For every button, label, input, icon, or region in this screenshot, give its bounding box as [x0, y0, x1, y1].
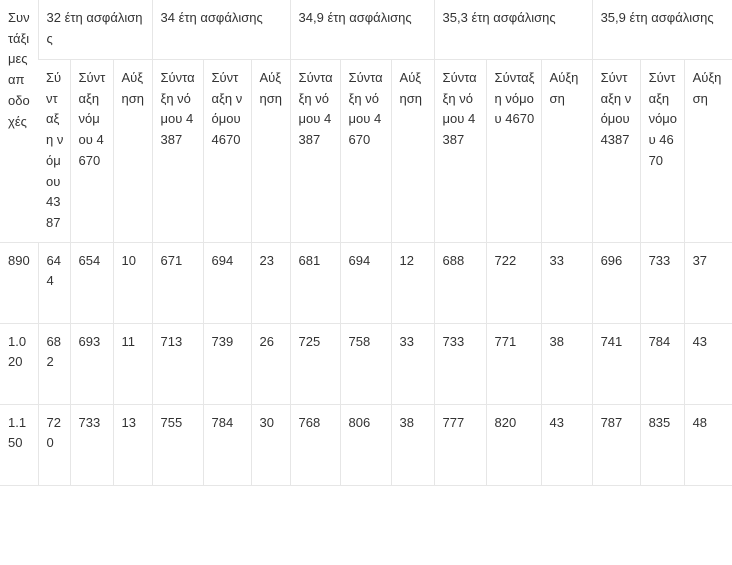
value-cell: 671 — [151, 242, 204, 324]
value-cell: 720 — [37, 404, 70, 486]
value-cell: 10 — [112, 242, 153, 324]
group-header: 35,9 έτη ασφάλισης — [591, 0, 732, 60]
value-cell: 681 — [289, 242, 341, 324]
value-cell: 696 — [591, 242, 641, 324]
column-header: Σύνταξη νόμου 4387 — [289, 59, 341, 243]
value-cell: 26 — [250, 323, 291, 405]
column-header: Σύνταξη νόμου 4670 — [339, 59, 392, 243]
column-header: Σύνταξη νόμου 4670 — [202, 59, 252, 243]
column-header: Σύνταξη νόμου 4670 — [69, 59, 113, 243]
value-cell: 43 — [540, 404, 593, 486]
column-header: Σύνταξη νόμου 4387 — [38, 59, 70, 243]
sub-header-row: Σύνταξη νόμου 4387 Σύνταξη νόμου 4670 Αύξη… — [0, 59, 732, 243]
group-header: 34 έτη ασφάλισης — [151, 0, 291, 60]
value-cell: 43 — [683, 323, 732, 405]
column-header: Σύνταξη νόμου 4387 — [591, 59, 641, 243]
value-cell: 654 — [69, 242, 113, 324]
value-cell: 23 — [250, 242, 291, 324]
value-cell: 713 — [151, 323, 204, 405]
value-cell: 733 — [69, 404, 113, 486]
group-header: 32 έτη ασφάλισης — [37, 0, 153, 60]
column-header: Σύνταξη νόμου 4670 — [639, 59, 685, 243]
value-cell: 755 — [151, 404, 204, 486]
value-cell: 771 — [485, 323, 542, 405]
value-cell: 768 — [289, 404, 341, 486]
column-header: Αύξηση — [250, 59, 291, 243]
value-cell: 733 — [433, 323, 487, 405]
column-header: Αύξηση — [540, 59, 593, 243]
value-cell: 688 — [433, 242, 487, 324]
value-cell: 733 — [639, 242, 685, 324]
pension-table: Συντάξιμες αποδοχές 32 έτη ασφάλισης 34 έ… — [0, 0, 732, 486]
table-body: 890 644 654 10 671 694 23 681 694 12 688 722 33 696 73… — [0, 242, 732, 486]
column-header: Αύξηση — [390, 59, 435, 243]
value-cell: 784 — [202, 404, 252, 486]
value-cell: 725 — [289, 323, 341, 405]
value-cell: 694 — [339, 242, 392, 324]
value-cell: 11 — [112, 323, 153, 405]
table-row: 1.150 720 733 13 755 784 30 768 806 38 777 820 43 787… — [0, 404, 732, 486]
value-cell: 644 — [37, 242, 70, 324]
corner-header: Συντάξιμες αποδοχές — [0, 0, 38, 243]
value-cell: 693 — [69, 323, 113, 405]
row-header-cell: 1.150 — [0, 404, 38, 486]
group-header-row: Συντάξιμες αποδοχές 32 έτη ασφάλισης 34 έ… — [0, 0, 732, 243]
table-head: Συντάξιμες αποδοχές 32 έτη ασφάλισης 34 έ… — [0, 0, 732, 243]
value-cell: 38 — [390, 404, 435, 486]
value-cell: 13 — [112, 404, 153, 486]
column-header: Σύνταξη νόμου 4387 — [151, 59, 204, 243]
table-row: 890 644 654 10 671 694 23 681 694 12 688 722 33 696 73… — [0, 242, 732, 324]
row-header-cell: 890 — [0, 242, 38, 324]
value-cell: 33 — [390, 323, 435, 405]
value-cell: 739 — [202, 323, 252, 405]
column-header: Σύνταξη νόμου 4387 — [433, 59, 487, 243]
value-cell: 33 — [540, 242, 593, 324]
value-cell: 38 — [540, 323, 593, 405]
value-cell: 820 — [485, 404, 542, 486]
value-cell: 12 — [390, 242, 435, 324]
value-cell: 722 — [485, 242, 542, 324]
column-header: Αύξηση — [112, 59, 153, 243]
value-cell: 48 — [683, 404, 732, 486]
value-cell: 835 — [639, 404, 685, 486]
column-header: Αύξηση — [683, 59, 732, 243]
table-row: 1.020 682 693 11 713 739 26 725 758 33 733 771 38 741… — [0, 323, 732, 405]
value-cell: 37 — [683, 242, 732, 324]
value-cell: 806 — [339, 404, 392, 486]
row-header-cell: 1.020 — [0, 323, 38, 405]
value-cell: 777 — [433, 404, 487, 486]
group-header: 34,9 έτη ασφάλισης — [289, 0, 435, 60]
value-cell: 682 — [37, 323, 70, 405]
group-header: 35,3 έτη ασφάλισης — [433, 0, 593, 60]
value-cell: 30 — [250, 404, 291, 486]
value-cell: 787 — [591, 404, 641, 486]
value-cell: 784 — [639, 323, 685, 405]
value-cell: 694 — [202, 242, 252, 324]
value-cell: 758 — [339, 323, 392, 405]
value-cell: 741 — [591, 323, 641, 405]
column-header: Σύνταξη νόμου 4670 — [485, 59, 542, 243]
